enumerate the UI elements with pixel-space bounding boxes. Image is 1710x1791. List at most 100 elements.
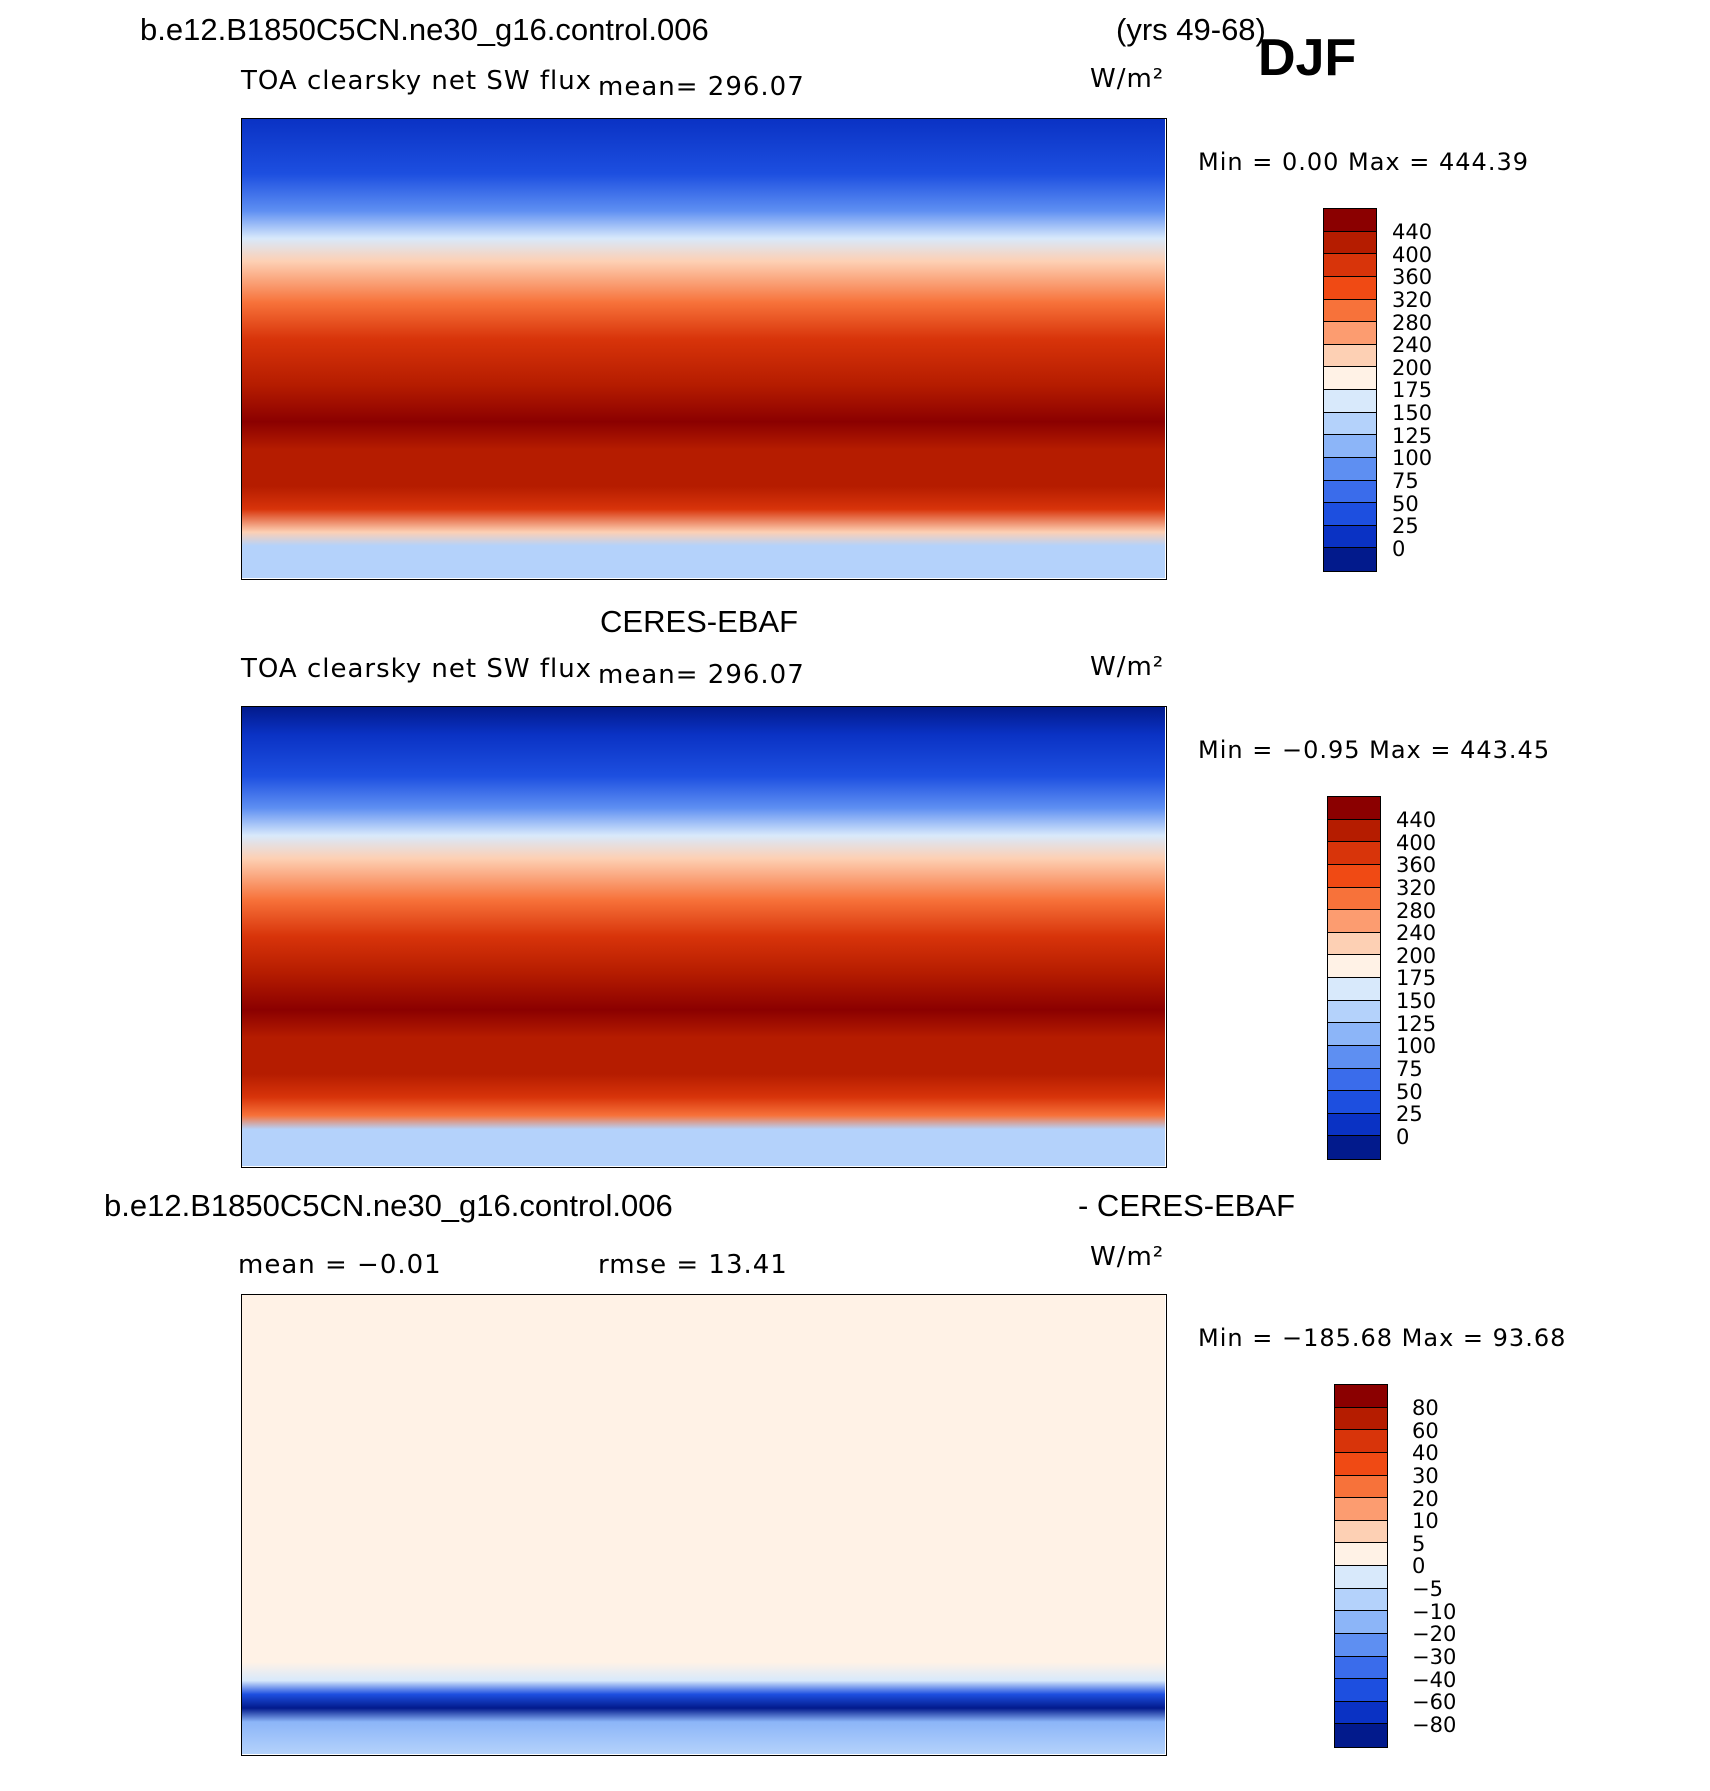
colorbar-tick-label: 125 (1396, 1011, 1437, 1036)
colorbar-segment (1324, 276, 1376, 300)
colorbar-tick-label: 75 (1392, 468, 1419, 493)
colorbar-segment (1328, 1136, 1380, 1159)
colorbar-tick-label: 0 (1412, 1554, 1426, 1579)
colorbar-tick-label: −30 (1412, 1644, 1457, 1669)
colorbar-tick-label: 0 (1396, 1124, 1410, 1149)
panel1-variable: TOA clearsky net SW flux (241, 66, 593, 96)
case-title: b.e12.B1850C5CN.ne30_g16.control.006 (140, 12, 709, 47)
panel1-mean: mean= 296.07 (598, 72, 805, 102)
season-label: DJF (1258, 29, 1357, 87)
panel1-map (241, 118, 1167, 580)
colorbar-segment (1328, 864, 1380, 888)
colorbar-tick-label: 150 (1392, 401, 1433, 425)
colorbar-tick-label: 440 (1396, 808, 1437, 832)
panel2-minmax: Min = −0.95 Max = 443.45 (1198, 736, 1551, 764)
colorbar-tick-label: 5 (1412, 1531, 1426, 1556)
colorbar-segment (1324, 367, 1376, 390)
panel1-map-field (242, 119, 1165, 578)
colorbar-segment (1324, 344, 1376, 368)
colorbar-segment (1335, 1611, 1387, 1634)
colorbar-tick-label: 0 (1392, 536, 1406, 561)
colorbar-tick-label: 100 (1392, 446, 1433, 471)
panel3-colorbar (1334, 1384, 1388, 1748)
colorbar-segment (1328, 1000, 1380, 1024)
colorbar-segment (1324, 299, 1376, 323)
panel3-minmax: Min = −185.68 Max = 93.68 (1198, 1324, 1567, 1352)
panel3-title-left: b.e12.B1850C5CN.ne30_g16.control.006 (104, 1188, 673, 1223)
colorbar-tick-label: 60 (1412, 1418, 1439, 1443)
panel2-colorbar (1327, 796, 1381, 1160)
colorbar-segment (1328, 978, 1380, 1001)
panel2-mean: mean= 296.07 (598, 660, 805, 690)
colorbar-segment (1324, 322, 1376, 345)
colorbar-segment (1328, 1113, 1380, 1137)
colorbar-tick-label: −5 (1412, 1577, 1443, 1601)
colorbar-segment (1324, 390, 1376, 413)
colorbar-tick-label: 10 (1412, 1509, 1439, 1534)
colorbar-tick-label: 240 (1392, 333, 1433, 358)
colorbar-segment (1335, 1633, 1387, 1657)
panel2-units: W/m² (1090, 652, 1165, 682)
colorbar-segment (1335, 1520, 1387, 1544)
colorbar-segment (1328, 1045, 1380, 1069)
colorbar-tick-label: 320 (1396, 875, 1437, 900)
colorbar-tick-label: 200 (1392, 355, 1433, 380)
colorbar-tick-label: −60 (1412, 1690, 1457, 1715)
colorbar-segment (1335, 1724, 1387, 1747)
panel1-minmax: Min = 0.00 Max = 444.39 (1198, 148, 1529, 176)
colorbar-segment (1328, 797, 1380, 820)
panel1-units: W/m² (1090, 64, 1165, 94)
colorbar-segment (1324, 209, 1376, 232)
panel2-title: CERES-EBAF (600, 604, 799, 639)
colorbar-segment (1328, 1091, 1380, 1114)
panel2-map-field (242, 707, 1165, 1166)
colorbar-segment (1328, 842, 1380, 865)
panel3-rmse: rmse = 13.41 (598, 1250, 788, 1280)
colorbar-tick-label: 75 (1396, 1056, 1423, 1081)
colorbar-segment (1324, 548, 1376, 571)
colorbar-tick-label: 400 (1392, 242, 1433, 267)
colorbar-segment (1335, 1407, 1387, 1431)
colorbar-segment (1335, 1679, 1387, 1702)
colorbar-tick-label: 40 (1412, 1441, 1439, 1466)
colorbar-segment (1328, 932, 1380, 956)
colorbar-segment (1328, 1068, 1380, 1092)
colorbar-segment (1335, 1385, 1387, 1408)
colorbar-tick-label: 360 (1392, 265, 1433, 290)
colorbar-tick-label: 50 (1392, 491, 1419, 516)
colorbar-tick-label: 175 (1396, 966, 1437, 991)
colorbar-segment (1328, 819, 1380, 843)
colorbar-tick-label: −80 (1412, 1712, 1457, 1737)
panel2-variable: TOA clearsky net SW flux (241, 654, 593, 684)
panel3-units: W/m² (1090, 1242, 1165, 1272)
colorbar-segment (1335, 1701, 1387, 1725)
panel3-map (241, 1294, 1167, 1756)
colorbar-segment (1324, 480, 1376, 504)
colorbar-segment (1324, 254, 1376, 277)
colorbar-tick-label: 25 (1396, 1102, 1423, 1127)
colorbar-tick-label: 175 (1392, 378, 1433, 403)
panel3-title-right: - CERES-EBAF (1078, 1188, 1296, 1223)
colorbar-segment (1328, 887, 1380, 911)
panel1-colorbar (1323, 208, 1377, 572)
colorbar-tick-label: 400 (1396, 830, 1437, 855)
colorbar-tick-label: 30 (1412, 1463, 1439, 1488)
colorbar-segment (1328, 955, 1380, 978)
colorbar-segment (1324, 503, 1376, 526)
panel3-mean: mean = −0.01 (238, 1250, 442, 1280)
colorbar-segment (1324, 525, 1376, 549)
colorbar-tick-label: 280 (1396, 898, 1437, 923)
colorbar-tick-label: 25 (1392, 514, 1419, 539)
colorbar-segment (1335, 1498, 1387, 1521)
colorbar-tick-label: 20 (1412, 1486, 1439, 1511)
colorbar-tick-label: 240 (1396, 921, 1437, 946)
colorbar-tick-label: 150 (1396, 989, 1437, 1013)
colorbar-segment (1335, 1543, 1387, 1566)
colorbar-segment (1335, 1566, 1387, 1589)
colorbar-tick-label: −20 (1412, 1622, 1457, 1647)
colorbar-tick-label: −10 (1412, 1599, 1457, 1624)
colorbar-segment (1324, 412, 1376, 436)
colorbar-tick-label: 80 (1412, 1396, 1439, 1420)
colorbar-tick-label: 280 (1392, 310, 1433, 335)
colorbar-segment (1335, 1452, 1387, 1476)
